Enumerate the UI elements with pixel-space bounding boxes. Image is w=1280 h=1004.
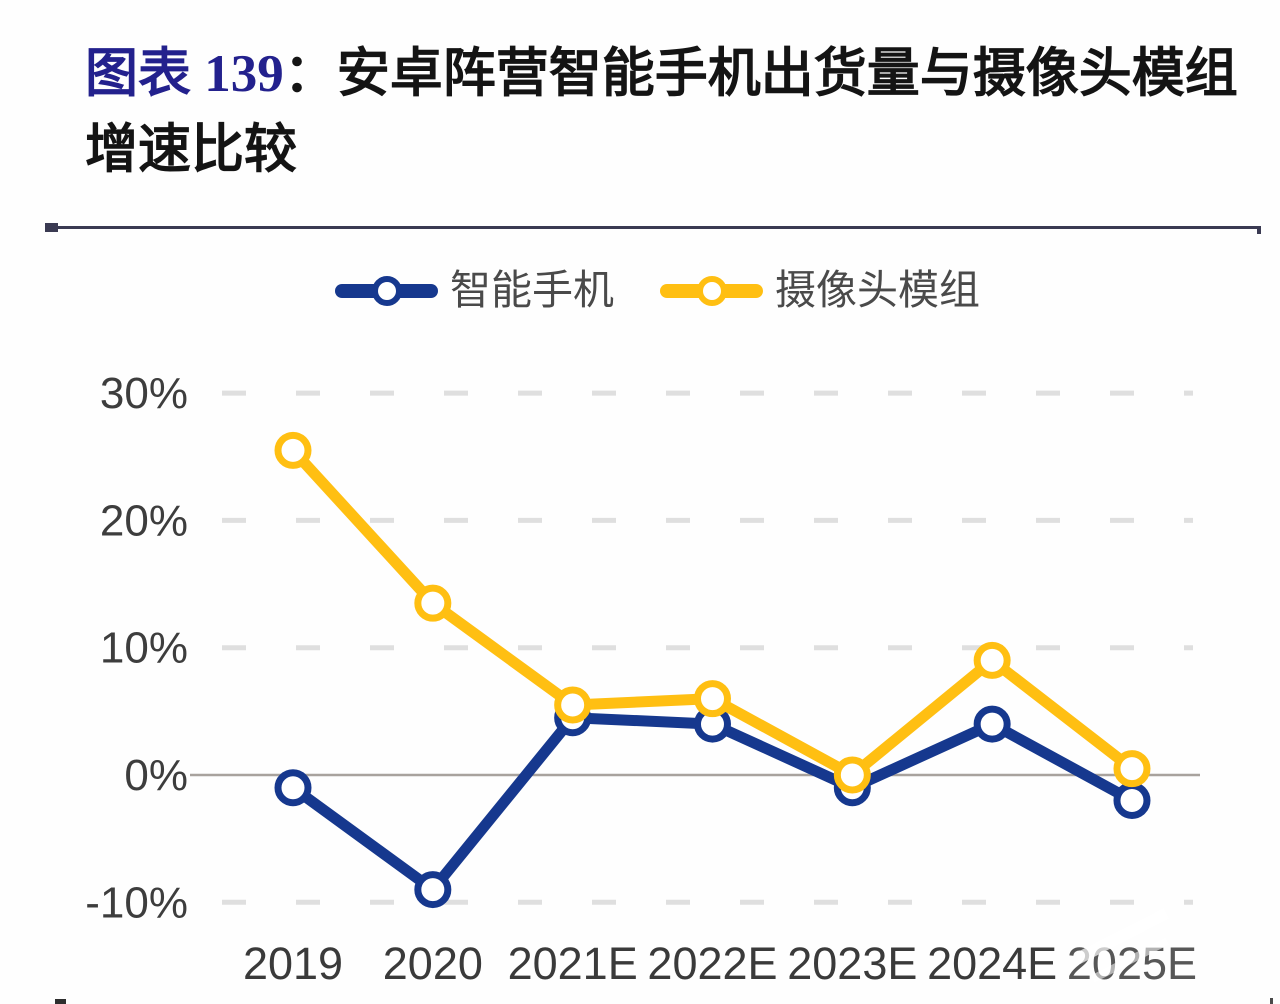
x-tick-label: 2022E	[647, 938, 777, 989]
data-point	[833, 756, 871, 794]
figure-title-line2: 增速比较	[85, 121, 297, 179]
legend-item-camera-module: 摄像头模组	[660, 270, 980, 311]
data-point	[973, 705, 1011, 743]
x-tick-label: 2025E	[1067, 938, 1197, 989]
x-tick-label: 2021E	[508, 938, 638, 989]
data-point	[973, 641, 1011, 679]
data-point	[554, 686, 592, 724]
legend-item-smartphone: 智能手机	[335, 270, 614, 311]
scan-artifact-mark	[1270, 998, 1273, 1004]
figure-title: 图表 139：安卓阵营智能手机出货量与摄像头模组 增速比较	[85, 36, 1245, 188]
series-line	[287, 712, 1138, 896]
data-point	[414, 871, 452, 909]
y-tick-label: 0%	[124, 751, 188, 800]
line-marker-icon	[335, 274, 438, 308]
chart-legend: 智能手机 摄像头模组	[335, 270, 980, 311]
y-tick-label: 10%	[100, 624, 188, 673]
x-tick-label: 2023E	[787, 938, 917, 989]
title-colon: ：	[283, 45, 337, 103]
scan-artifact-mark	[55, 999, 66, 1004]
scan-streak	[1074, 907, 1170, 965]
divider-left-cap	[45, 223, 58, 232]
y-tick-label: -10%	[85, 878, 188, 927]
data-point	[274, 431, 312, 469]
figure-title-line1: 安卓阵营智能手机出货量与摄像头模组	[336, 45, 1238, 103]
data-point	[1113, 750, 1151, 788]
x-tick-label: 2019	[243, 938, 343, 989]
title-divider-line	[45, 226, 1261, 229]
open-circle-marker-icon	[696, 275, 727, 306]
x-tick-label: 2024E	[927, 938, 1057, 989]
legend-label: 摄像头模组	[775, 267, 980, 313]
x-tick-label: 2020	[383, 938, 483, 989]
figure-number: 图表 139	[85, 45, 284, 103]
y-tick-label: 20%	[100, 496, 188, 545]
data-point	[693, 680, 731, 718]
data-point	[414, 584, 452, 622]
legend-label: 智能手机	[450, 267, 614, 313]
data-point	[1113, 781, 1151, 819]
y-tick-label: 30%	[100, 369, 188, 418]
line-marker-icon	[660, 274, 763, 308]
open-circle-marker-icon	[371, 275, 402, 306]
data-point	[274, 769, 312, 807]
divider-right-cap	[1257, 226, 1261, 234]
scan-streak	[1090, 937, 1170, 983]
